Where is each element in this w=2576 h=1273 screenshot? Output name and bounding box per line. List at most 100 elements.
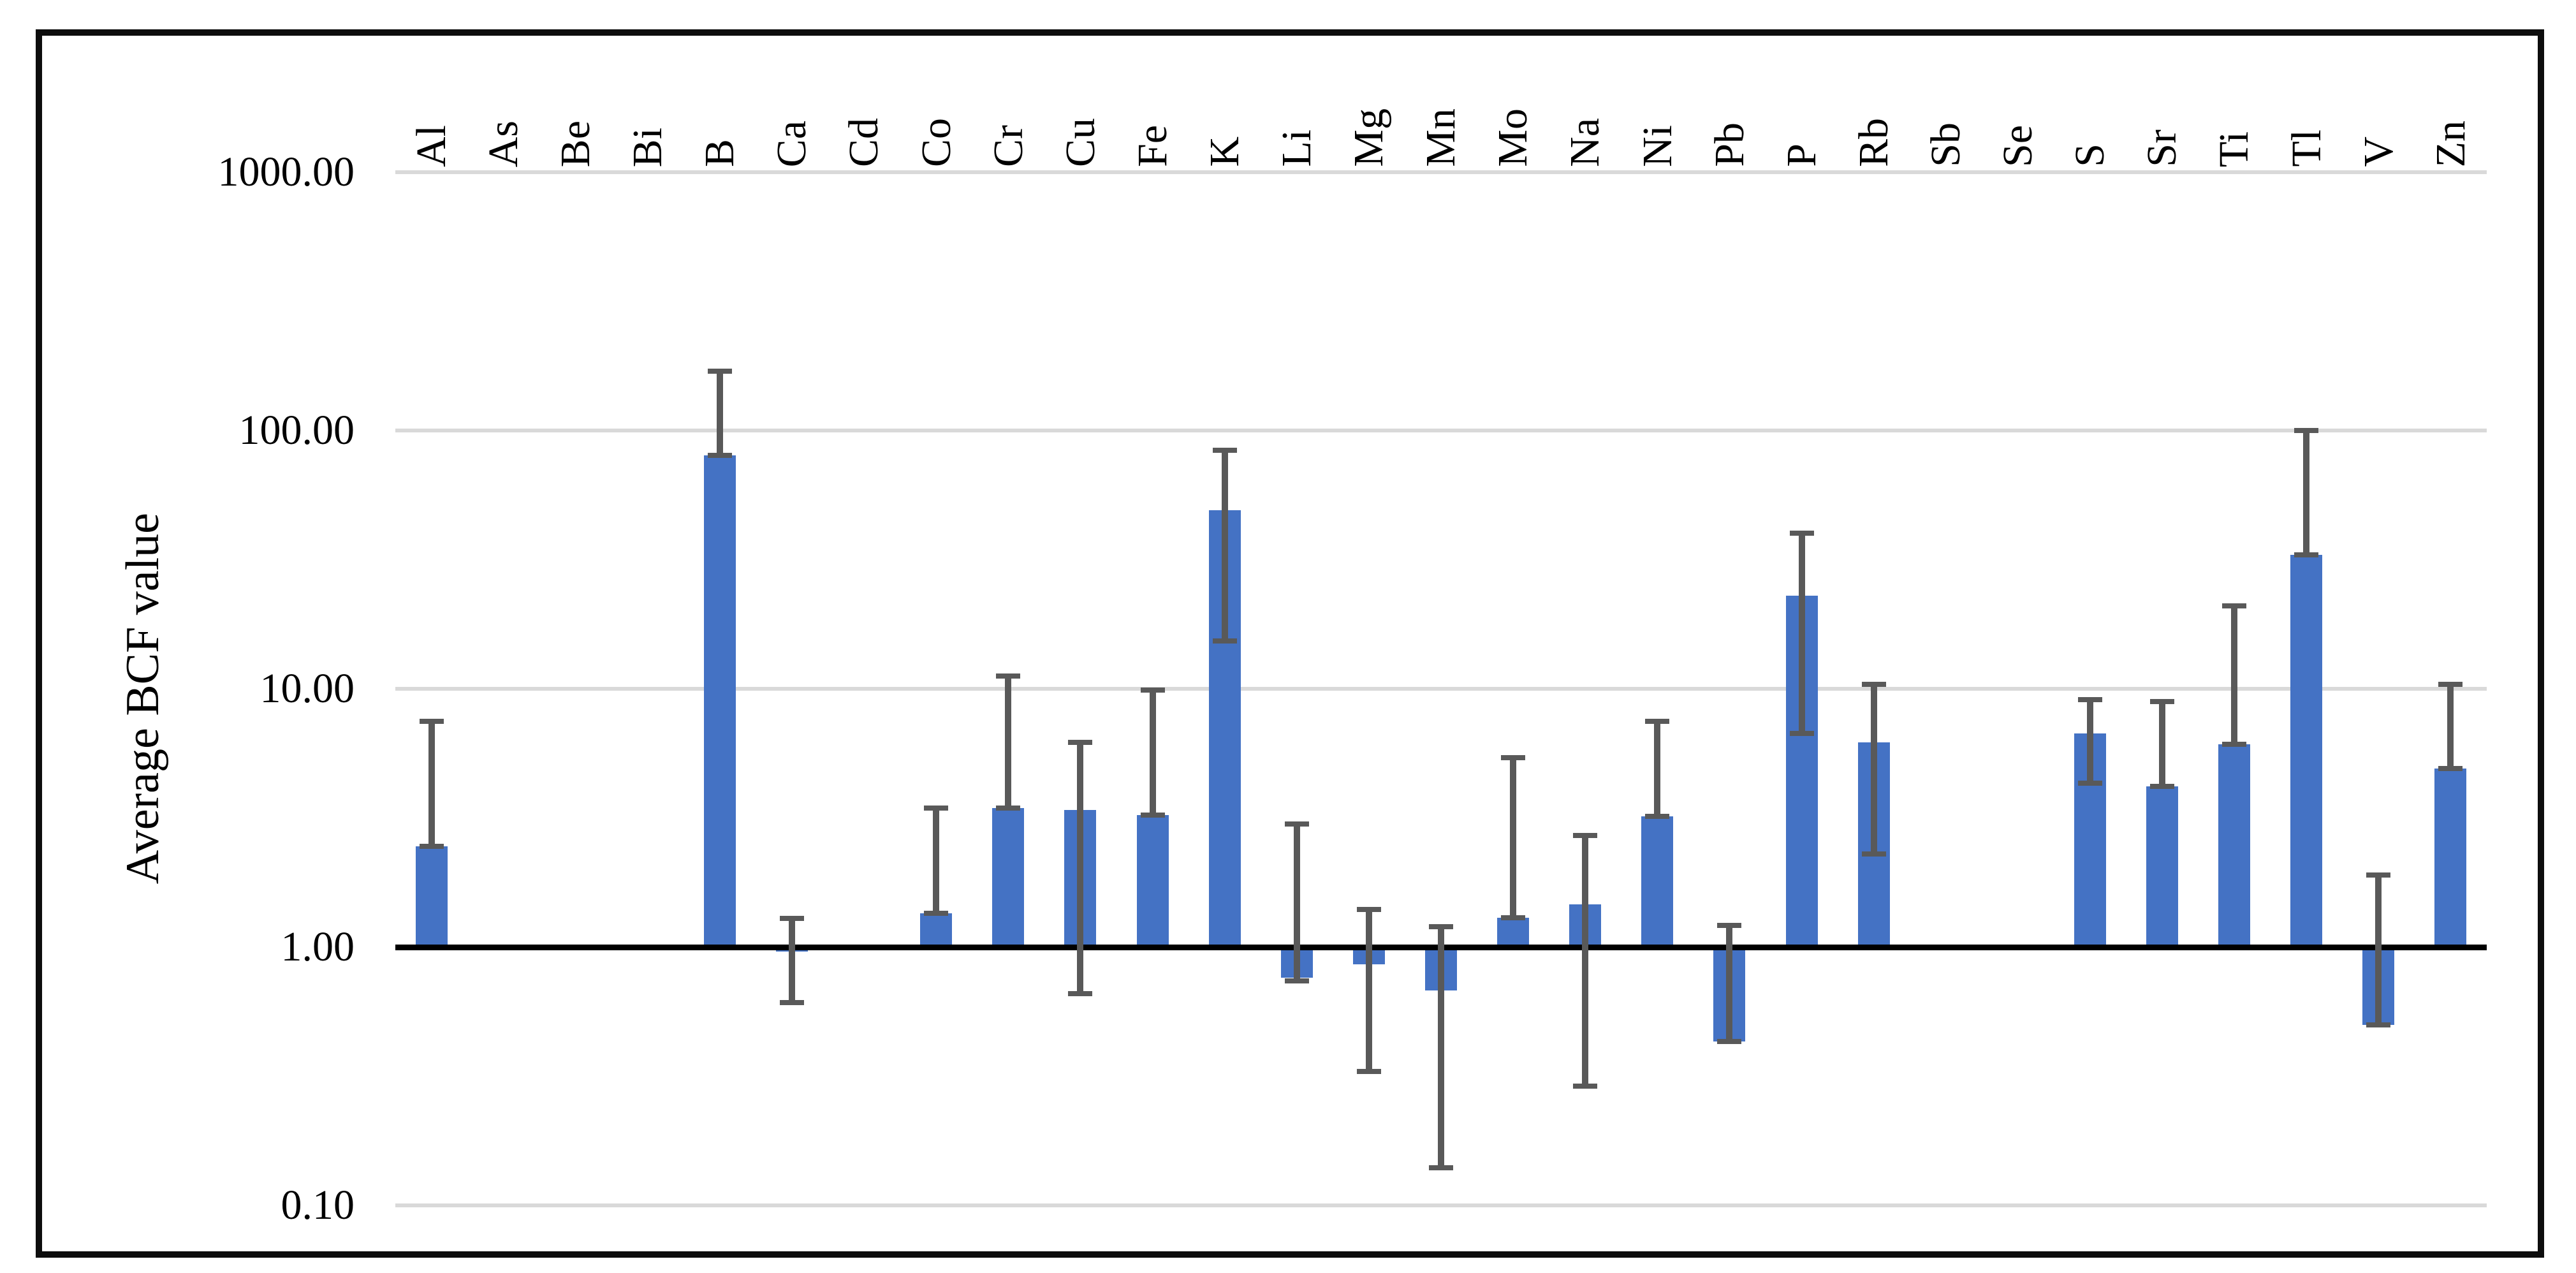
category-label-box-Be: Be bbox=[539, 0, 611, 167]
error-cap-high-Rb bbox=[1861, 682, 1886, 688]
y-tick-label: 100.00 bbox=[238, 407, 355, 453]
error-cap-low-Al bbox=[419, 844, 444, 850]
error-cap-high-Co bbox=[924, 806, 949, 811]
category-label-box-Na: Na bbox=[1549, 0, 1621, 167]
error-bar-Cr bbox=[1005, 676, 1012, 809]
bar-Al bbox=[415, 846, 448, 947]
error-cap-high-B bbox=[707, 368, 732, 374]
category-label-box-B: B bbox=[684, 0, 756, 167]
error-cap-low-Fe bbox=[1140, 812, 1165, 818]
error-bar-Co bbox=[933, 808, 940, 914]
category-label-Li: Li bbox=[1273, 129, 1321, 167]
bar-Cr bbox=[992, 808, 1025, 947]
category-label-box-V: V bbox=[2343, 0, 2415, 167]
category-label-Mg: Mg bbox=[1345, 108, 1393, 167]
category-label-box-S: S bbox=[2054, 0, 2126, 167]
bar-B bbox=[703, 455, 736, 947]
error-cap-low-Mg bbox=[1356, 1069, 1381, 1074]
error-cap-low-P bbox=[1789, 731, 1814, 737]
bar-Zn bbox=[2434, 769, 2467, 947]
error-cap-high-K bbox=[1212, 447, 1237, 453]
category-label-Be: Be bbox=[552, 120, 599, 167]
category-label-Bi: Bi bbox=[624, 127, 671, 167]
category-label-box-Fe: Fe bbox=[1116, 0, 1189, 167]
category-label-Sb: Sb bbox=[1922, 122, 1970, 167]
error-cap-low-Ti bbox=[2222, 741, 2247, 747]
error-cap-high-V bbox=[2366, 872, 2391, 878]
error-cap-high-Ca bbox=[780, 916, 805, 922]
error-cap-high-Tl bbox=[2294, 428, 2319, 433]
error-bar-V bbox=[2375, 875, 2382, 1025]
error-bar-K bbox=[1221, 450, 1228, 642]
category-label-Fe: Fe bbox=[1129, 125, 1176, 167]
category-label-Ca: Ca bbox=[768, 120, 816, 167]
category-label-Na: Na bbox=[1562, 118, 1609, 167]
error-cap-high-Na bbox=[1573, 833, 1598, 839]
error-bar-Mo bbox=[1510, 758, 1517, 918]
y-tick-label: 1000.00 bbox=[217, 149, 355, 195]
bar-Ni bbox=[1641, 816, 1674, 947]
category-label-Al: Al bbox=[407, 125, 455, 167]
category-label-S: S bbox=[2067, 143, 2114, 167]
category-label-As: As bbox=[479, 120, 527, 167]
category-label-Ti: Ti bbox=[2211, 131, 2258, 167]
error-cap-low-Ca bbox=[780, 999, 805, 1005]
error-cap-high-Zn bbox=[2438, 682, 2463, 688]
error-cap-low-K bbox=[1212, 638, 1237, 644]
category-label-box-As: As bbox=[467, 0, 539, 167]
category-label-box-Ca: Ca bbox=[756, 0, 828, 167]
error-cap-high-S bbox=[2077, 696, 2102, 702]
error-bar-Pb bbox=[1726, 925, 1733, 1042]
category-label-Ni: Ni bbox=[1634, 125, 1681, 167]
error-cap-high-P bbox=[1789, 531, 1814, 536]
category-label-box-Ni: Ni bbox=[1621, 0, 1694, 167]
error-bar-Zn bbox=[2447, 684, 2454, 769]
category-label-box-Cd: Cd bbox=[828, 0, 900, 167]
error-cap-low-B bbox=[707, 453, 732, 459]
category-label-box-Mo: Mo bbox=[1477, 0, 1549, 167]
category-label-box-Co: Co bbox=[900, 0, 972, 167]
category-label-box-P: P bbox=[1766, 0, 1838, 167]
bar-Mo bbox=[1497, 917, 1530, 947]
error-cap-high-Sr bbox=[2150, 699, 2175, 705]
error-cap-high-Cr bbox=[996, 673, 1021, 679]
category-label-box-Sb: Sb bbox=[1910, 0, 1982, 167]
category-label-box-Cu: Cu bbox=[1044, 0, 1116, 167]
error-bar-B bbox=[716, 371, 723, 456]
error-cap-low-Mn bbox=[1429, 1165, 1453, 1170]
error-bar-Al bbox=[428, 721, 435, 847]
error-cap-low-Zn bbox=[2438, 766, 2463, 772]
error-cap-low-Pb bbox=[1717, 1039, 1742, 1045]
y-tick-label: 10.00 bbox=[260, 665, 355, 712]
error-bar-Sr bbox=[2159, 702, 2166, 786]
bar-Ti bbox=[2218, 744, 2251, 947]
error-cap-low-Cr bbox=[996, 806, 1021, 811]
chart-frame bbox=[36, 29, 2544, 1258]
category-label-Tl: Tl bbox=[2283, 129, 2330, 167]
y-tick-label: 0.10 bbox=[281, 1182, 355, 1228]
error-cap-high-Pb bbox=[1717, 923, 1742, 929]
error-cap-low-Tl bbox=[2294, 552, 2319, 557]
category-label-box-Mg: Mg bbox=[1333, 0, 1405, 167]
error-cap-low-Li bbox=[1284, 978, 1309, 983]
category-label-Se: Se bbox=[1994, 125, 2042, 167]
category-label-box-Mn: Mn bbox=[1405, 0, 1477, 167]
error-bar-Na bbox=[1582, 835, 1589, 1086]
category-label-Cu: Cu bbox=[1057, 117, 1104, 167]
category-label-box-Pb: Pb bbox=[1694, 0, 1766, 167]
category-label-Rb: Rb bbox=[1850, 117, 1897, 167]
category-label-box-Se: Se bbox=[1982, 0, 2054, 167]
error-bar-Ni bbox=[1654, 721, 1661, 817]
error-cap-low-V bbox=[2366, 1022, 2391, 1027]
category-label-box-Li: Li bbox=[1261, 0, 1333, 167]
category-label-Cd: Cd bbox=[840, 117, 888, 167]
category-label-P: P bbox=[1778, 143, 1825, 167]
gridline-1000.00 bbox=[395, 170, 2487, 174]
category-label-K: K bbox=[1201, 136, 1248, 167]
category-label-box-Sr: Sr bbox=[2126, 0, 2198, 167]
error-bar-Cu bbox=[1077, 742, 1084, 994]
error-cap-high-Ni bbox=[1645, 718, 1670, 724]
error-cap-low-Rb bbox=[1861, 851, 1886, 857]
category-label-Zn: Zn bbox=[2427, 120, 2474, 167]
